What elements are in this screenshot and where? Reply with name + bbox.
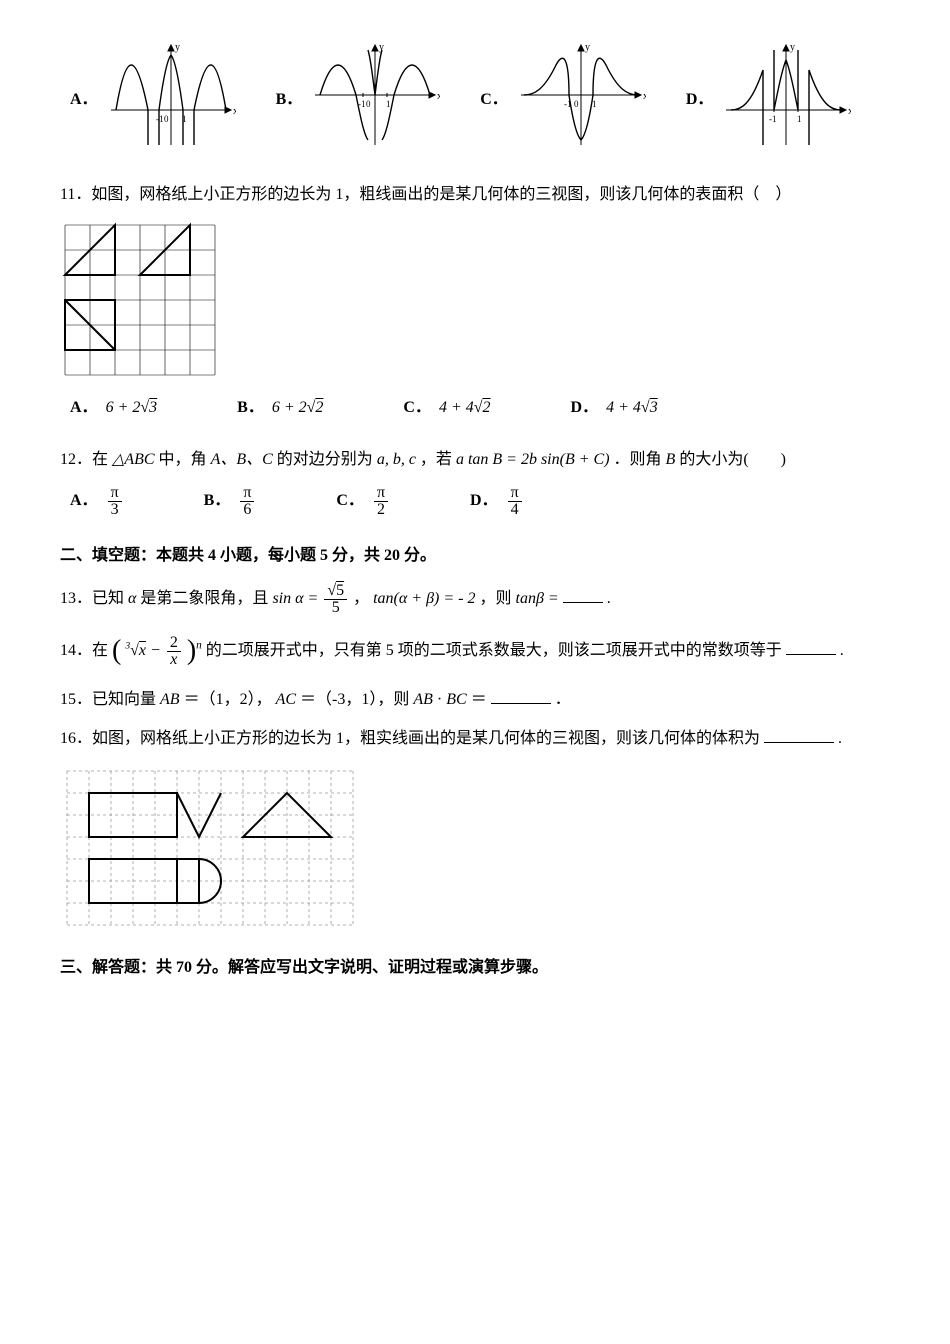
q12-d-label: D． bbox=[470, 487, 498, 516]
q12-angles: A、B、C bbox=[211, 451, 273, 468]
q12-a-frac: π3 bbox=[108, 485, 122, 518]
section3-head: 三、解答题：共 70 分。解答应写出文字说明、证明过程或演算步骤。 bbox=[60, 954, 890, 983]
q13-p3: ， bbox=[353, 590, 369, 607]
svg-text:y: y bbox=[585, 42, 590, 53]
q11-d-val: 4 + 4√3 bbox=[606, 394, 658, 423]
q12-eq: a tan B = 2b sin(B + C) bbox=[456, 451, 610, 468]
svg-text:1: 1 bbox=[797, 114, 802, 124]
graph-c: x y -101 bbox=[516, 40, 646, 161]
q-graphs-row: A． x y -101 B． x y bbox=[60, 40, 890, 161]
q15-ab2: AB bbox=[413, 691, 433, 708]
q12-c-frac: π2 bbox=[374, 485, 388, 518]
opt-a-label: A． bbox=[70, 86, 98, 115]
graph-d: x y -1 1 bbox=[721, 40, 851, 161]
q15-eq3: ＝ bbox=[471, 691, 487, 708]
q13-alpha: α bbox=[128, 590, 136, 607]
q14-p1: 14．在 bbox=[60, 642, 108, 659]
svg-text:-1: -1 bbox=[156, 114, 164, 124]
q11-c-val: 4 + 4√2 bbox=[439, 394, 491, 423]
q12-a-label: A． bbox=[70, 487, 98, 516]
q15-dot: · bbox=[437, 691, 442, 708]
q12-p4: ．则角 bbox=[614, 451, 662, 468]
opt-b-label: B． bbox=[276, 86, 303, 115]
q13-frac: √5 5 bbox=[324, 583, 347, 616]
q14-p2: 的二项展开式中，只有第 5 项的二项式系数最大，则该二项展开式中的常数项等于 bbox=[206, 642, 782, 659]
q15-ac: AC bbox=[276, 691, 296, 708]
svg-text:x: x bbox=[437, 91, 440, 102]
q12-p3: ，若 bbox=[420, 451, 452, 468]
q16-t: 16．如图，网格纸上小正方形的边长为 1，粗实线画出的是某几何体的三视图，则该几… bbox=[60, 730, 760, 747]
svg-text:0: 0 bbox=[574, 99, 579, 109]
q12-p1: 中，角 bbox=[159, 451, 207, 468]
q11-b-val: 6 + 2√2 bbox=[272, 394, 324, 423]
q16-grid bbox=[60, 764, 360, 934]
q15-blank bbox=[491, 687, 551, 704]
q14-text: 14．在 ( 3√x − 2x )n 的二项展开式中，只有第 5 项的二项式系数… bbox=[60, 626, 890, 676]
q13-tan1: tan(α + β) = - 2 bbox=[373, 590, 475, 607]
q16-tail: . bbox=[838, 730, 842, 747]
svg-text:-1: -1 bbox=[769, 114, 777, 124]
q15-ab: AB bbox=[160, 691, 180, 708]
q12-tri: △ABC bbox=[112, 451, 155, 468]
q13-p4: ，则 bbox=[480, 590, 512, 607]
q14-frac: 2x bbox=[167, 635, 181, 668]
opt-c-label: C． bbox=[480, 86, 508, 115]
q16-text: 16．如图，网格纸上小正方形的边长为 1，粗实线画出的是某几何体的三视图，则该几… bbox=[60, 725, 890, 754]
q12-p2: 的对边分别为 bbox=[277, 451, 373, 468]
q11-a-label: A． bbox=[70, 394, 98, 423]
q12-b-label: B． bbox=[204, 487, 231, 516]
svg-text:x: x bbox=[233, 106, 236, 117]
q13-tail: . bbox=[607, 590, 611, 607]
q11-choices: A． 6 + 2√3 B． 6 + 2√2 C． 4 + 4√2 D．4 + 4√3 bbox=[60, 394, 890, 423]
q11-text: 11．如图，网格纸上小正方形的边长为 1，粗线画出的是某几何体的三视图，则该几何… bbox=[60, 181, 890, 210]
q13-sin: sin α = bbox=[272, 590, 318, 607]
svg-text:0: 0 bbox=[366, 99, 371, 109]
svg-text:x: x bbox=[848, 106, 851, 117]
q12-c-label: C． bbox=[336, 487, 364, 516]
opt-d-label: D． bbox=[686, 86, 714, 115]
q14-blank bbox=[786, 638, 836, 655]
q14-exp: n bbox=[196, 640, 202, 652]
q11-c-label: C． bbox=[403, 394, 431, 423]
q16-blank bbox=[764, 726, 834, 743]
q15-eq1: ＝（1，2）， bbox=[184, 691, 272, 708]
svg-text:y: y bbox=[175, 42, 180, 53]
q13-p2: 是第二象限角，且 bbox=[140, 590, 268, 607]
q12-tail: 的大小为( ) bbox=[679, 451, 786, 468]
q11-grid bbox=[60, 220, 220, 380]
svg-text:y: y bbox=[790, 42, 795, 53]
q13-tan2: tanβ = bbox=[516, 590, 559, 607]
graph-b: x y -101 bbox=[310, 40, 440, 161]
q12-sides: a, b, c bbox=[377, 451, 416, 468]
q13-p1: 13．已知 bbox=[60, 590, 124, 607]
q11-b-label: B． bbox=[237, 394, 264, 423]
q12-text: 12．在 △ABC 中，角 A、B、C 的对边分别为 a, b, c ，若 a … bbox=[60, 446, 890, 475]
q15-tail: ． bbox=[555, 691, 571, 708]
q12-ang: B bbox=[666, 451, 676, 468]
q13-text: 13．已知 α 是第二象限角，且 sin α = √5 5 ， tan(α + … bbox=[60, 583, 890, 616]
graph-a: x y -101 bbox=[106, 40, 236, 161]
q13-blank bbox=[563, 586, 603, 603]
q12-p0: 12．在 bbox=[60, 451, 108, 468]
svg-text:x: x bbox=[643, 91, 646, 102]
q14-rparen: ) bbox=[187, 635, 196, 666]
q14-cbrt: 3√x − bbox=[125, 642, 164, 659]
q14-lparen: ( bbox=[112, 635, 121, 666]
q15-eq2: ＝（-3，1），则 bbox=[300, 691, 409, 708]
q12-d-frac: π4 bbox=[508, 485, 522, 518]
q14-tail: . bbox=[840, 642, 844, 659]
svg-text:0: 0 bbox=[164, 114, 169, 124]
q12-b-frac: π6 bbox=[240, 485, 254, 518]
q15-text: 15．已知向量 AB ＝（1，2）， AC ＝（-3，1），则 AB · BC … bbox=[60, 686, 890, 715]
q11-a-val: 6 + 2√3 bbox=[106, 394, 158, 423]
q15-bc: BC bbox=[446, 691, 466, 708]
q11-d-label: D． bbox=[571, 394, 599, 423]
q15-p1: 15．已知向量 bbox=[60, 691, 156, 708]
svg-text:1: 1 bbox=[386, 99, 391, 109]
q12-choices: A． π3 B． π6 C． π2 D． π4 bbox=[60, 485, 890, 518]
section2-head: 二、填空题：本题共 4 小题，每小题 5 分，共 20 分。 bbox=[60, 542, 890, 571]
